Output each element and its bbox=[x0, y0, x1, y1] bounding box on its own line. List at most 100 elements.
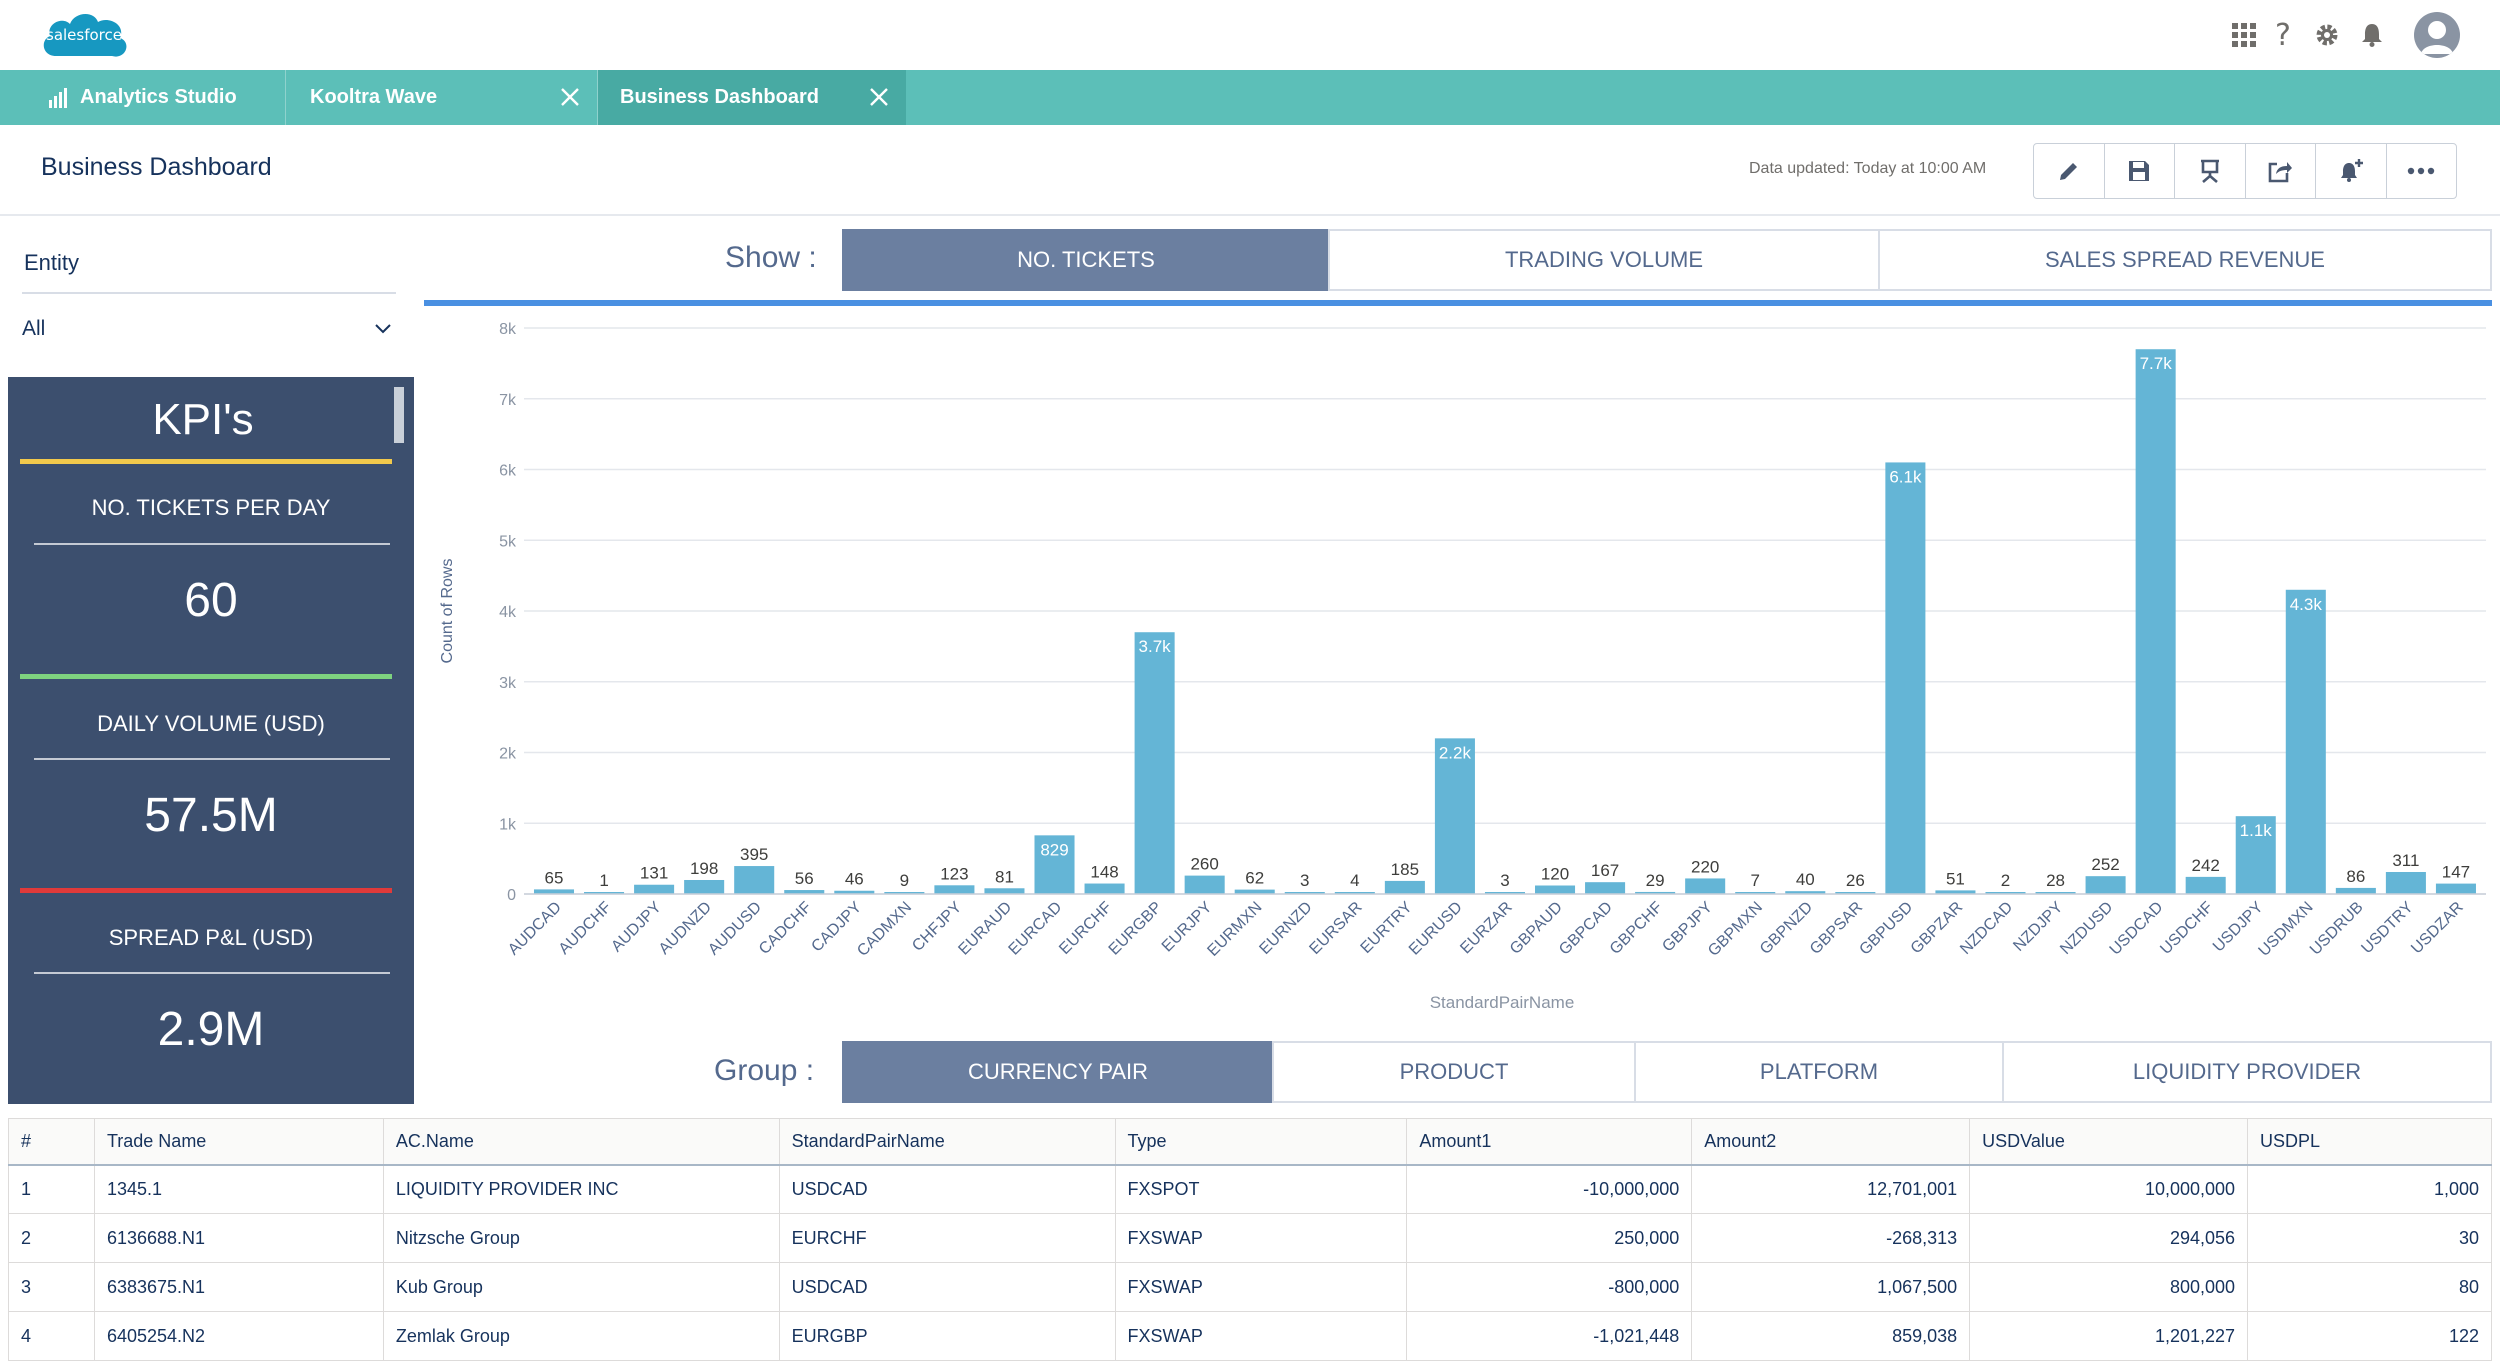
group-option-platform[interactable]: PLATFORM bbox=[1634, 1041, 2004, 1103]
chart-bar bbox=[533, 889, 575, 894]
chart-bar bbox=[1034, 835, 1075, 894]
chart-bar bbox=[1585, 882, 1626, 894]
chart-bar bbox=[1434, 738, 1475, 894]
table-cell: -10,000,000 bbox=[1406, 1164, 1692, 1214]
chart-bar bbox=[2085, 876, 2126, 894]
table-row[interactable]: 3 6383675.N1 Kub Group USDCAD FXSWAP -80… bbox=[8, 1262, 2492, 1312]
bar-data-label: 9 bbox=[900, 871, 909, 890]
column-header[interactable]: Amount1 bbox=[1406, 1118, 1693, 1165]
tab-analytics-studio[interactable]: Analytics Studio bbox=[0, 70, 286, 125]
table-cell: FXSPOT bbox=[1114, 1164, 1407, 1214]
kpi-divider bbox=[34, 758, 390, 760]
table-row[interactable]: 2 6136688.N1 Nitzsche Group EURCHF FXSWA… bbox=[8, 1213, 2492, 1263]
bar-data-label: 1.1k bbox=[2240, 821, 2273, 840]
column-header[interactable]: USDPL bbox=[2247, 1118, 2492, 1165]
x-tick-label: CADMXN bbox=[854, 899, 915, 960]
close-tab-icon[interactable] bbox=[559, 86, 581, 108]
chart-bar bbox=[1735, 892, 1776, 894]
table-cell: 122 bbox=[2247, 1311, 2492, 1361]
chart-bar bbox=[1384, 880, 1425, 894]
table-cell: FXSWAP bbox=[1114, 1213, 1407, 1263]
x-tick-label: CADCHF bbox=[756, 899, 815, 958]
more-actions-icon bbox=[2408, 167, 2435, 175]
table-cell: 1,201,227 bbox=[1969, 1311, 2248, 1361]
bar-data-label: 3.7k bbox=[1139, 637, 1172, 656]
table-cell: Kub Group bbox=[382, 1262, 780, 1312]
x-tick-label: GBPUSD bbox=[1856, 899, 1916, 959]
table-row[interactable]: 4 6405254.N2 Zemlak Group EURGBP FXSWAP … bbox=[8, 1311, 2492, 1361]
chart-bar bbox=[1985, 892, 2026, 894]
chart-bar bbox=[2035, 892, 2076, 894]
chart-bar bbox=[834, 890, 875, 894]
table-cell: 6136688.N1 bbox=[93, 1213, 384, 1263]
column-header[interactable]: Type bbox=[1114, 1118, 1408, 1165]
save-button[interactable] bbox=[2105, 144, 2175, 198]
column-header[interactable]: AC.Name bbox=[382, 1118, 780, 1165]
table-cell: FXSWAP bbox=[1114, 1262, 1407, 1312]
entity-filter-divider bbox=[22, 292, 396, 294]
tab-business-dashboard[interactable]: Business Dashboard bbox=[598, 70, 906, 125]
table-cell: FXSWAP bbox=[1114, 1311, 1407, 1361]
table-cell: -800,000 bbox=[1406, 1262, 1692, 1312]
notifications-bell-icon[interactable] bbox=[2355, 18, 2389, 52]
kpi-divider bbox=[34, 543, 390, 545]
bar-data-label: 51 bbox=[1946, 869, 1965, 888]
more-actions-button[interactable] bbox=[2387, 144, 2457, 198]
x-tick-label: USDCAD bbox=[2107, 899, 2167, 959]
table-cell: 1 bbox=[8, 1164, 95, 1214]
y-tick-label: 6k bbox=[499, 463, 517, 480]
bar-data-label: 81 bbox=[995, 867, 1014, 886]
bar-data-label: 62 bbox=[1245, 869, 1264, 888]
table-cell: 250,000 bbox=[1406, 1213, 1692, 1263]
close-tab-icon[interactable] bbox=[868, 86, 890, 108]
y-tick-label: 5k bbox=[499, 533, 517, 550]
tickets-by-pair-chart: 0 1k 2k 3k 4k 5k 6k 7k 8k Count of Rows 65 AUDCAD 1 A… bbox=[439, 321, 2486, 1012]
group-option-product[interactable]: PRODUCT bbox=[1272, 1041, 1636, 1103]
bar-data-label: 4 bbox=[1350, 871, 1359, 890]
show-option-no-tickets[interactable]: NO. TICKETS bbox=[842, 229, 1330, 291]
column-header[interactable]: USDValue bbox=[1969, 1118, 2249, 1165]
subscribe-button[interactable] bbox=[2316, 144, 2387, 198]
column-header[interactable]: Trade Name bbox=[93, 1118, 384, 1165]
kpi-panel-scrollbar[interactable] bbox=[394, 387, 404, 443]
show-option-trading-volume[interactable]: TRADING VOLUME bbox=[1328, 229, 1880, 291]
table-cell: LIQUIDITY PROVIDER INC bbox=[382, 1164, 780, 1214]
chart-bar bbox=[584, 892, 625, 894]
chart-bar bbox=[934, 885, 975, 894]
show-option-sales-spread-revenue[interactable]: SALES SPREAD REVENUE bbox=[1878, 229, 2492, 291]
group-option-currency-pair[interactable]: CURRENCY PAIR bbox=[842, 1041, 1274, 1103]
table-cell: Zemlak Group bbox=[382, 1311, 780, 1361]
kpi-divider bbox=[34, 972, 390, 974]
setup-gear-icon[interactable] bbox=[2310, 18, 2344, 52]
bar-data-label: 46 bbox=[845, 870, 864, 889]
x-tick-label: GBPCHF bbox=[1607, 899, 1666, 958]
kpi-value-volume: 57.5M bbox=[144, 789, 278, 842]
subscribe-bell-icon bbox=[2340, 159, 2363, 182]
app-launcher-icon[interactable] bbox=[2227, 18, 2261, 52]
tab-kooltra-wave[interactable]: Kooltra Wave bbox=[288, 70, 598, 125]
share-button[interactable] bbox=[2246, 144, 2316, 198]
column-header[interactable]: # bbox=[8, 1118, 95, 1165]
group-option-liquidity-provider[interactable]: LIQUIDITY PROVIDER bbox=[2002, 1041, 2492, 1103]
help-icon[interactable]: ? bbox=[2275, 17, 2291, 53]
present-button[interactable] bbox=[2175, 144, 2246, 198]
entity-filter-select[interactable]: All bbox=[22, 306, 396, 352]
salesforce-logo[interactable]: salesforce bbox=[36, 6, 132, 68]
x-tick-label: USDRUB bbox=[2307, 899, 2367, 959]
user-avatar-icon[interactable] bbox=[2414, 12, 2460, 58]
column-header[interactable]: Amount2 bbox=[1691, 1118, 1971, 1165]
chart-bar bbox=[1134, 632, 1175, 894]
bar-data-label: 7.7k bbox=[2140, 354, 2173, 373]
edit-button[interactable] bbox=[2034, 144, 2105, 198]
table-row[interactable]: 1 1345.1 LIQUIDITY PROVIDER INC USDCAD F… bbox=[8, 1164, 2492, 1214]
table-cell: EURGBP bbox=[778, 1311, 1116, 1361]
y-tick-label: 2k bbox=[499, 746, 517, 763]
y-axis-title: Count of Rows bbox=[439, 559, 456, 664]
x-tick-label: NZDCAD bbox=[1957, 899, 2016, 958]
tab-label: Kooltra Wave bbox=[310, 86, 438, 108]
column-header[interactable]: StandardPairName bbox=[778, 1118, 1116, 1165]
x-tick-label: EURGBP bbox=[1106, 899, 1166, 959]
bar-data-label: 56 bbox=[795, 869, 814, 888]
workspace-tab-bar: Analytics Studio Kooltra Wave Business D… bbox=[0, 70, 2500, 125]
bar-data-label: 167 bbox=[1591, 861, 1619, 880]
